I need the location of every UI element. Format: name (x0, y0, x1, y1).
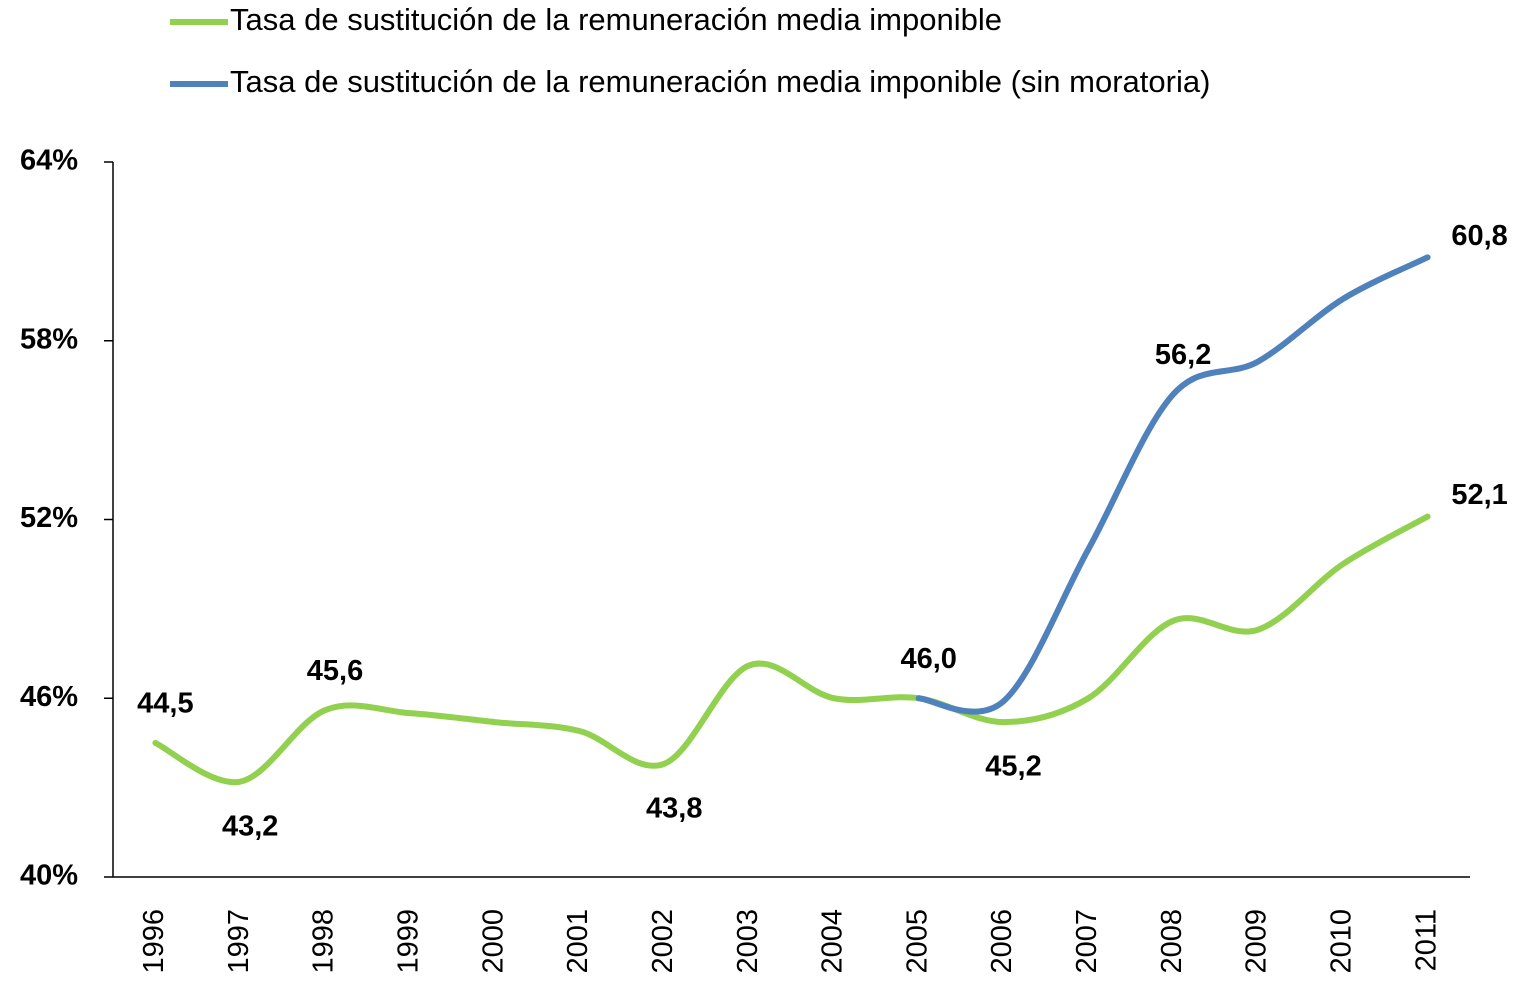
y-tick-label: 40% (20, 860, 78, 892)
x-tick-label: 2008 (1156, 909, 1188, 974)
series-line (152, 513, 1431, 786)
data-label: 44,5 (137, 688, 193, 720)
x-tick-label: 1996 (138, 909, 170, 974)
x-tick-label: 2007 (1071, 909, 1103, 974)
x-tick-label: 2005 (901, 909, 933, 974)
data-label: 46,0 (900, 643, 956, 675)
data-label: 52,1 (1451, 479, 1507, 511)
data-label: 45,6 (307, 655, 363, 687)
x-tick-label: 2011 (1410, 909, 1442, 971)
legend-label: Tasa de sustitución de la remuneración m… (230, 2, 1002, 37)
data-label: 45,2 (985, 751, 1041, 783)
data-label: 43,8 (646, 792, 702, 824)
x-tick-label: 1997 (223, 909, 255, 974)
series-line (915, 254, 1431, 715)
legend-label: Tasa de sustitución de la remuneración m… (230, 64, 1210, 99)
y-tick-label: 64% (20, 145, 78, 177)
x-tick-label: 2003 (732, 909, 764, 974)
x-tick-label: 2010 (1325, 909, 1357, 974)
x-tick-label: 2006 (986, 909, 1018, 974)
x-tick-label: 1999 (393, 909, 425, 974)
x-tick-label: 2002 (647, 909, 679, 974)
y-tick-label: 46% (20, 681, 78, 713)
x-tick-label: 1998 (308, 909, 340, 974)
data-label: 43,2 (222, 810, 278, 842)
x-tick-label: 2001 (562, 909, 594, 974)
data-label: 56,2 (1155, 339, 1211, 371)
x-tick-label: 2004 (817, 909, 849, 974)
x-tick-label: 2009 (1241, 909, 1273, 974)
x-tick-label: 2000 (477, 909, 509, 974)
y-tick-label: 58% (20, 323, 78, 355)
y-tick-label: 52% (20, 502, 78, 534)
data-label: 60,8 (1451, 220, 1507, 252)
